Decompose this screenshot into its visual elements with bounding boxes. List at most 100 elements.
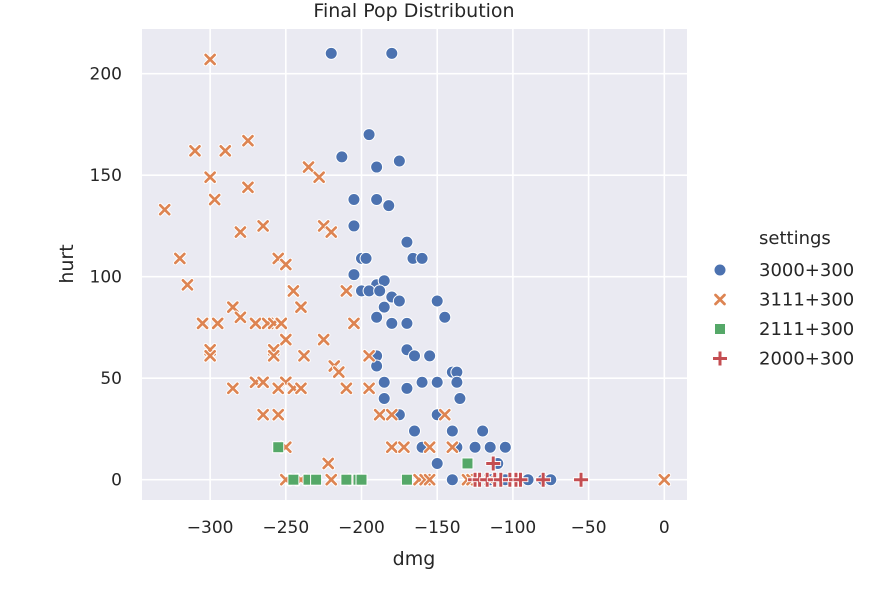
data-point (362, 349, 376, 363)
data-point (347, 316, 361, 331)
data-point (430, 375, 444, 389)
data-point (377, 300, 391, 314)
data-point (362, 381, 376, 396)
data-point (335, 150, 349, 164)
y-tick-label: 50 (100, 369, 122, 389)
data-point (233, 225, 248, 239)
data-point (301, 160, 316, 174)
data-point (180, 278, 195, 292)
x-tick-label: −150 (414, 518, 461, 538)
y-tick-label: 150 (90, 166, 122, 186)
legend: settings 3000+300 3111+300 2111+300 2000+30… (712, 228, 854, 370)
chart-title: Final Pop Distribution (313, 0, 514, 22)
data-point (347, 219, 361, 233)
data-point (483, 440, 497, 454)
data-point (256, 375, 270, 390)
data-point (294, 300, 308, 314)
data-point (512, 471, 529, 488)
data-point (372, 407, 387, 422)
legend-label: 2111+300 (759, 319, 854, 340)
x-tick-label: −300 (187, 518, 234, 538)
data-point (535, 471, 552, 488)
data-point (573, 471, 589, 488)
data-point (272, 441, 285, 454)
data-point (312, 170, 326, 185)
data-point (450, 375, 464, 389)
y-axis-label: hurt (56, 244, 78, 283)
data-point (423, 349, 437, 363)
data-point (400, 235, 414, 249)
legend-title: settings (759, 228, 831, 249)
data-point (203, 170, 217, 185)
data-point (324, 46, 338, 60)
legend-label: 2000+300 (759, 349, 854, 370)
x-tick-labels: −300 −250 −200 −150 −100 −50 0 (187, 518, 670, 538)
x-tick-label: 0 (659, 518, 670, 538)
data-point (210, 316, 225, 331)
data-point (415, 251, 429, 265)
data-point (241, 180, 255, 195)
data-point (287, 473, 300, 486)
data-point (476, 424, 490, 438)
data-point (207, 192, 222, 207)
data-point (415, 375, 429, 389)
data-point (453, 391, 467, 405)
data-point (218, 144, 233, 158)
data-point (347, 193, 361, 207)
x-tick-label: −100 (490, 518, 537, 538)
legend-label: 3000+300 (759, 260, 854, 281)
data-point (468, 440, 482, 454)
data-point (203, 52, 217, 67)
data-point (241, 133, 255, 148)
data-point (256, 219, 270, 233)
data-point (445, 424, 459, 438)
legend-marker (714, 323, 726, 335)
x-tick-label: −50 (571, 518, 607, 538)
data-point (324, 472, 339, 487)
x-tick-label: −250 (262, 518, 309, 538)
data-point (339, 284, 354, 298)
data-point (370, 193, 384, 207)
data-point (226, 300, 240, 314)
data-point (445, 473, 459, 487)
data-point (195, 316, 210, 331)
data-point (271, 381, 286, 396)
data-point (385, 46, 399, 60)
data-point (355, 473, 368, 486)
data-point (347, 268, 361, 282)
data-point (274, 316, 289, 331)
data-point (400, 381, 414, 395)
data-point (408, 424, 421, 438)
data-point (392, 154, 406, 168)
data-point (370, 310, 384, 324)
data-points (157, 46, 672, 488)
data-point (373, 284, 387, 298)
legend-marker (713, 292, 727, 307)
data-point (266, 349, 281, 363)
data-point (408, 349, 421, 363)
data-point (430, 456, 444, 470)
data-point (310, 473, 323, 486)
data-point (385, 316, 399, 330)
data-point (297, 349, 311, 363)
legend-marker (712, 350, 728, 367)
legend-marker (713, 263, 727, 277)
y-tick-label: 100 (90, 268, 122, 288)
data-point (438, 310, 452, 324)
data-point (400, 473, 413, 486)
data-point (339, 381, 354, 396)
data-point (437, 407, 452, 422)
data-point (377, 375, 391, 389)
y-tick-label: 0 (111, 471, 122, 491)
data-point (324, 225, 339, 239)
data-point (384, 440, 399, 455)
y-tick-label: 200 (90, 65, 122, 85)
data-point (321, 456, 336, 471)
data-point (248, 316, 263, 331)
data-point (279, 332, 293, 347)
data-point (445, 440, 460, 455)
data-point (332, 365, 346, 379)
data-point (157, 202, 172, 217)
data-point (316, 332, 331, 347)
data-point (226, 381, 240, 396)
